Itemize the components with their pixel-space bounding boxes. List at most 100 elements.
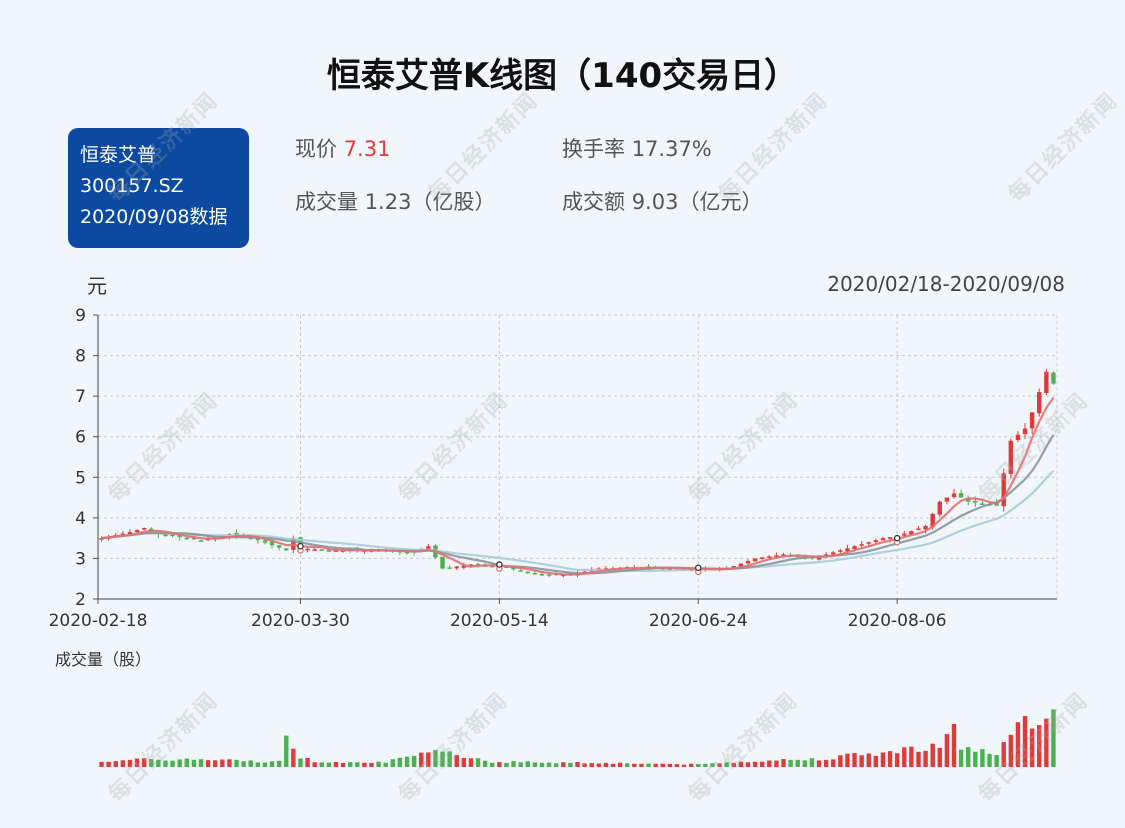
volume-bar xyxy=(845,753,850,767)
volume-bar xyxy=(177,759,182,767)
volume-bar xyxy=(326,762,332,767)
volume-bar xyxy=(305,757,310,767)
candle-body xyxy=(916,528,921,531)
volume-bar xyxy=(610,763,616,767)
volume-bar xyxy=(184,758,189,767)
candle-body xyxy=(951,493,957,498)
candle-body xyxy=(866,542,871,544)
volume-bar xyxy=(248,760,253,767)
volume-bar xyxy=(688,763,694,767)
volume-bar xyxy=(276,760,282,767)
x-tick-label: 2020-08-06 xyxy=(848,611,947,631)
volume-bar xyxy=(632,763,637,767)
candle-body xyxy=(831,552,836,555)
volume-bar xyxy=(710,763,715,767)
chart-title: 恒泰艾普K线图（140交易日） xyxy=(326,56,799,96)
volume-bar xyxy=(852,753,857,767)
volume-bar xyxy=(987,753,992,767)
volume-bar xyxy=(241,761,246,767)
volume-bar xyxy=(951,723,957,767)
candle-body xyxy=(490,565,495,568)
candle-body xyxy=(404,551,410,554)
candle-body xyxy=(177,535,182,538)
volume-bar xyxy=(468,758,474,767)
volume-bar xyxy=(426,752,431,767)
price-marker xyxy=(297,543,304,550)
candle-body xyxy=(468,564,474,567)
candle-body xyxy=(269,541,275,546)
candle-body xyxy=(319,549,324,551)
volume-bar xyxy=(525,761,530,767)
volume-bar xyxy=(553,763,559,767)
candle-body xyxy=(958,493,964,498)
volume-bar xyxy=(319,762,324,767)
volume-bar xyxy=(170,760,175,767)
volume-bar xyxy=(916,751,921,767)
volume-bar xyxy=(362,762,367,767)
volume-bar xyxy=(539,762,545,767)
y-tick-label: 3 xyxy=(75,549,86,569)
volume-bar xyxy=(433,750,438,767)
volume-bar xyxy=(859,755,864,767)
candle-body xyxy=(838,550,843,552)
volume-bar xyxy=(894,753,900,767)
volume-bar xyxy=(284,735,289,767)
volume-bar xyxy=(745,762,751,767)
volume-bar xyxy=(752,761,758,767)
volume-bar xyxy=(546,762,552,767)
volume-bar xyxy=(106,761,111,767)
candle-body xyxy=(312,549,317,551)
amount-value: 9.03（亿元） xyxy=(631,190,763,214)
candle-body xyxy=(1008,440,1014,474)
volume-bar xyxy=(930,743,935,767)
candle-body xyxy=(141,528,147,530)
volume-bar xyxy=(816,760,822,767)
volume-bar xyxy=(518,762,523,767)
volume-bar xyxy=(887,751,893,767)
volume-bar xyxy=(454,755,459,767)
volume-bar xyxy=(696,763,701,767)
volume-bar xyxy=(795,759,800,767)
volume-bar xyxy=(660,763,665,767)
y-tick-label: 7 xyxy=(75,387,86,407)
volume-label: 成交量 xyxy=(295,190,358,214)
volume-bar xyxy=(639,763,644,767)
volume-bar xyxy=(134,758,140,767)
volume-bar xyxy=(191,759,197,767)
volume-bar xyxy=(831,759,836,767)
candle-body xyxy=(262,540,268,543)
x-tick-label: 2020-06-24 xyxy=(649,611,748,631)
stock-name: 恒泰艾普 xyxy=(80,144,157,166)
volume-bar xyxy=(909,746,914,767)
volume-bar xyxy=(717,763,722,767)
volume-bar xyxy=(653,763,658,767)
candle-body xyxy=(973,500,978,503)
candle-body xyxy=(937,501,942,515)
volume-bar xyxy=(497,762,502,767)
volume-bar xyxy=(774,760,779,767)
volume-bar xyxy=(582,763,587,767)
candle-body xyxy=(731,566,736,569)
price-marker xyxy=(695,564,702,572)
volume-bar xyxy=(227,759,232,767)
candle-body xyxy=(184,537,189,540)
volume-bar xyxy=(603,762,609,767)
volume-axis-label: 成交量（股） xyxy=(55,650,152,669)
candle-body xyxy=(532,573,538,575)
volume-bar xyxy=(667,763,673,767)
volume-bar xyxy=(298,758,303,767)
volume-bar xyxy=(681,764,687,767)
candle-body xyxy=(134,530,140,533)
price-label: 现价 xyxy=(295,137,337,161)
volume-bar xyxy=(1022,715,1028,767)
candle-body xyxy=(816,556,822,560)
turnover-label: 换手率 xyxy=(562,137,625,161)
price-marker xyxy=(496,561,503,568)
volume-bar xyxy=(220,759,225,767)
turnover-value: 17.37% xyxy=(631,137,712,161)
stock-code: 300157.SZ xyxy=(80,175,184,197)
amount-label: 成交额 xyxy=(562,190,625,214)
candle-body xyxy=(461,565,467,568)
volume-bar xyxy=(461,757,467,767)
